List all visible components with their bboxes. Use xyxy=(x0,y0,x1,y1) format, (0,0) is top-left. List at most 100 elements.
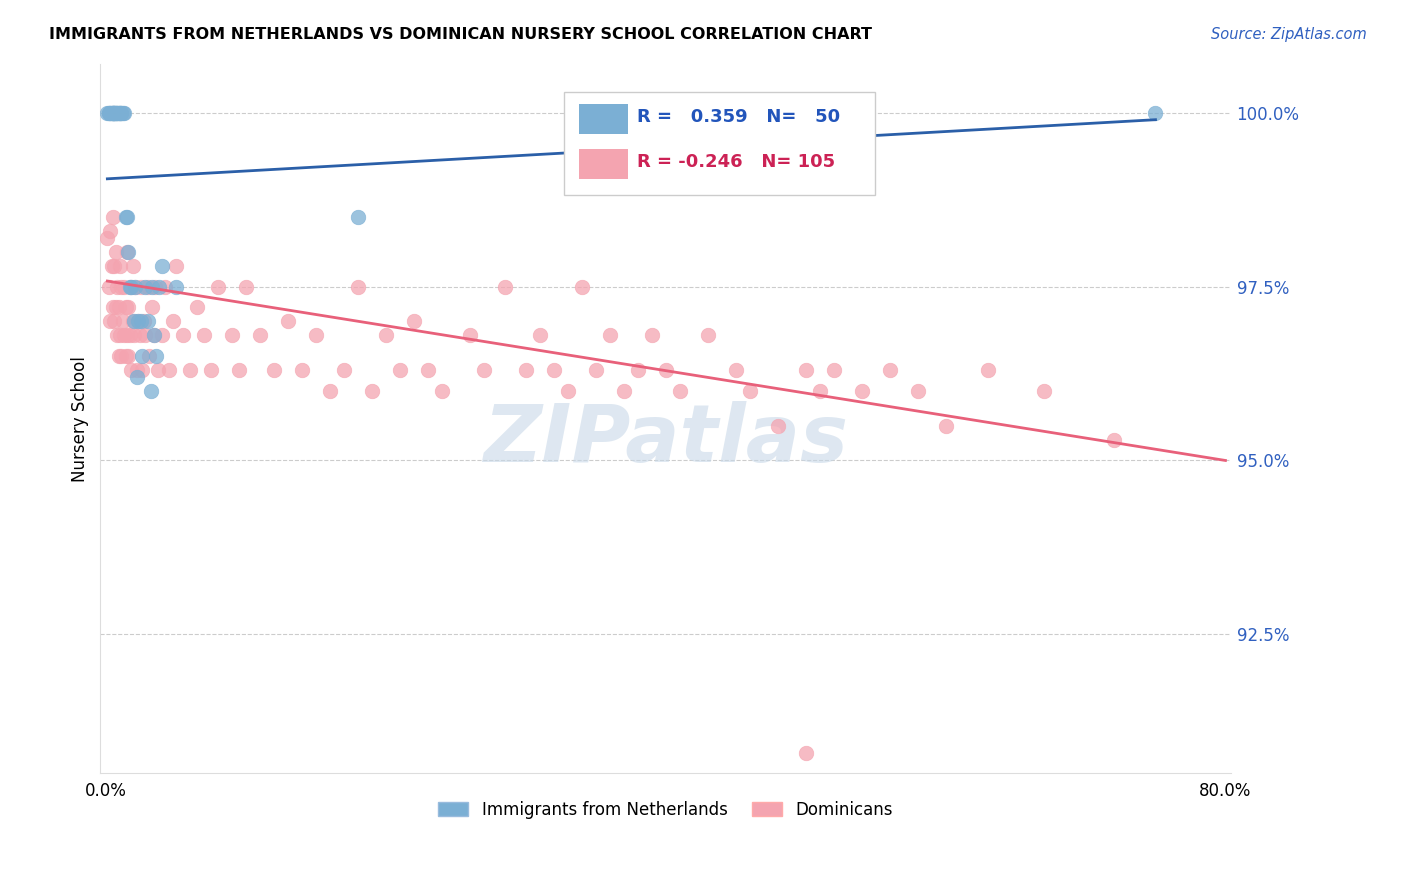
Point xyxy=(98,105,121,120)
Point xyxy=(111,105,134,120)
Point xyxy=(430,384,453,398)
Point xyxy=(110,349,132,363)
Point xyxy=(103,105,125,120)
Point xyxy=(696,328,718,343)
Point xyxy=(1032,384,1054,398)
Point xyxy=(186,301,208,315)
Point xyxy=(120,279,142,293)
Text: R = -0.246   N= 105: R = -0.246 N= 105 xyxy=(637,153,835,171)
Point xyxy=(228,363,250,377)
Point xyxy=(127,314,149,328)
Point xyxy=(112,279,135,293)
Point xyxy=(114,349,136,363)
Point xyxy=(112,105,135,120)
Point xyxy=(131,363,153,377)
Point xyxy=(104,105,127,120)
Point xyxy=(118,279,141,293)
Point xyxy=(879,363,901,377)
Point xyxy=(107,301,129,315)
Point xyxy=(599,328,621,343)
Point xyxy=(416,363,439,377)
Point xyxy=(114,210,136,224)
Point xyxy=(277,314,299,328)
Point xyxy=(121,314,143,328)
Point xyxy=(319,384,342,398)
Point xyxy=(333,363,356,377)
Point xyxy=(458,328,481,343)
Point xyxy=(97,279,120,293)
Point xyxy=(96,105,118,120)
Point xyxy=(112,328,135,343)
Point xyxy=(104,244,127,259)
Point xyxy=(153,279,176,293)
Point xyxy=(117,349,139,363)
Point xyxy=(101,105,124,120)
Point xyxy=(150,328,173,343)
Point xyxy=(98,314,121,328)
Point xyxy=(347,279,370,293)
Point xyxy=(108,259,131,273)
Point xyxy=(142,328,165,343)
Point xyxy=(100,105,122,120)
Point xyxy=(104,301,127,315)
Point xyxy=(108,328,131,343)
Point xyxy=(141,279,163,293)
Point xyxy=(98,105,121,120)
Point xyxy=(105,279,128,293)
Point xyxy=(374,328,396,343)
Text: Source: ZipAtlas.com: Source: ZipAtlas.com xyxy=(1211,27,1367,42)
Point xyxy=(291,363,314,377)
Point xyxy=(165,279,187,293)
Point xyxy=(101,301,124,315)
Point xyxy=(143,279,166,293)
Point xyxy=(97,105,120,120)
Text: R =   0.359   N=   50: R = 0.359 N= 50 xyxy=(637,108,841,127)
Point xyxy=(124,279,146,293)
Point xyxy=(100,105,122,120)
Point xyxy=(125,370,148,384)
Point xyxy=(115,210,138,224)
Point xyxy=(585,105,607,120)
Point xyxy=(107,349,129,363)
Point xyxy=(103,105,125,120)
Point xyxy=(108,105,131,120)
Point xyxy=(136,314,159,328)
Point xyxy=(129,314,152,328)
Point xyxy=(249,328,271,343)
Point xyxy=(557,384,579,398)
Point xyxy=(585,363,607,377)
Point xyxy=(472,363,495,377)
Point xyxy=(114,301,136,315)
Point xyxy=(118,328,141,343)
Point xyxy=(110,105,132,120)
Point xyxy=(124,279,146,293)
Point xyxy=(122,314,145,328)
Point xyxy=(97,105,120,120)
Point xyxy=(103,105,125,120)
Point xyxy=(101,105,124,120)
Point xyxy=(627,363,650,377)
Point xyxy=(104,105,127,120)
Point xyxy=(132,314,155,328)
Point xyxy=(146,363,169,377)
Point xyxy=(668,384,690,398)
Point xyxy=(103,105,125,120)
Point xyxy=(157,363,180,377)
Point xyxy=(103,314,125,328)
Point xyxy=(823,363,845,377)
Point xyxy=(515,363,537,377)
Point xyxy=(98,224,121,238)
Text: ZIPatlas: ZIPatlas xyxy=(484,401,848,479)
Point xyxy=(142,328,165,343)
Legend: Immigrants from Netherlands, Dominicans: Immigrants from Netherlands, Dominicans xyxy=(432,794,900,825)
Point xyxy=(122,328,145,343)
Point xyxy=(543,363,565,377)
Point xyxy=(105,105,128,120)
Point xyxy=(136,279,159,293)
Point xyxy=(794,746,817,760)
Point xyxy=(571,279,593,293)
Point xyxy=(148,279,170,293)
Point xyxy=(305,328,328,343)
Point xyxy=(641,328,664,343)
Point xyxy=(388,363,411,377)
